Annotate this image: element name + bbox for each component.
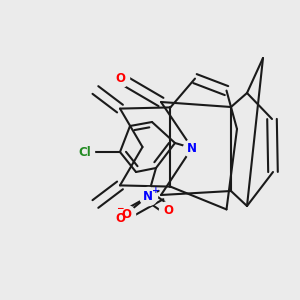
Text: O: O xyxy=(115,71,125,85)
Text: N: N xyxy=(143,190,153,202)
Text: +: + xyxy=(152,186,159,195)
Text: O: O xyxy=(115,212,125,224)
Text: Cl: Cl xyxy=(79,146,92,158)
Text: O: O xyxy=(121,208,131,220)
Text: −: − xyxy=(116,204,123,213)
Text: N: N xyxy=(187,142,197,154)
Text: O: O xyxy=(163,203,173,217)
